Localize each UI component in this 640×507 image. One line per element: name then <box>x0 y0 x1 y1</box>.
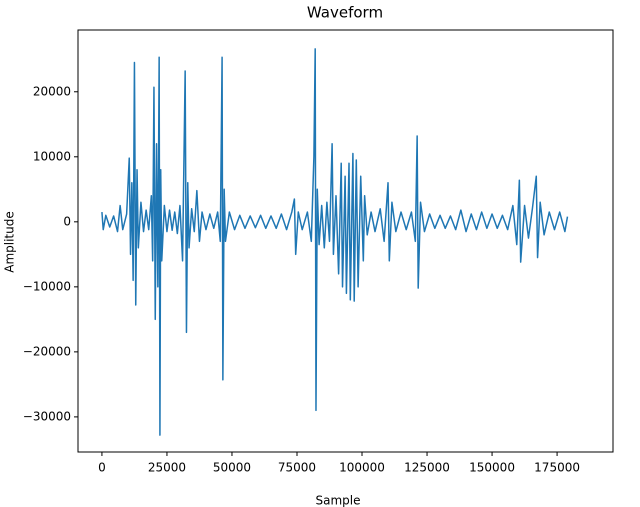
y-tick-label: −30000 <box>23 409 71 423</box>
waveform-line <box>101 48 569 436</box>
y-tick-label: −20000 <box>23 344 71 358</box>
x-tick-label: 75000 <box>278 461 316 475</box>
y-tick-label: 0 <box>63 214 71 228</box>
x-tick-label: 175000 <box>534 461 580 475</box>
x-tick-label: 150000 <box>469 461 515 475</box>
x-tick-label: 25000 <box>148 461 186 475</box>
y-axis-label: Amplitude <box>3 211 17 273</box>
x-axis-label: Sample <box>316 494 361 507</box>
y-tick-label: 20000 <box>33 84 71 98</box>
x-tick-label: 100000 <box>339 461 385 475</box>
y-tick-label: −10000 <box>23 279 71 293</box>
x-tick-label: 0 <box>98 461 106 475</box>
x-tick-label: 50000 <box>213 461 251 475</box>
x-tick-label: 125000 <box>404 461 450 475</box>
chart-title: Waveform <box>307 4 383 22</box>
plot-frame <box>77 29 614 453</box>
y-tick-label: 10000 <box>33 149 71 163</box>
